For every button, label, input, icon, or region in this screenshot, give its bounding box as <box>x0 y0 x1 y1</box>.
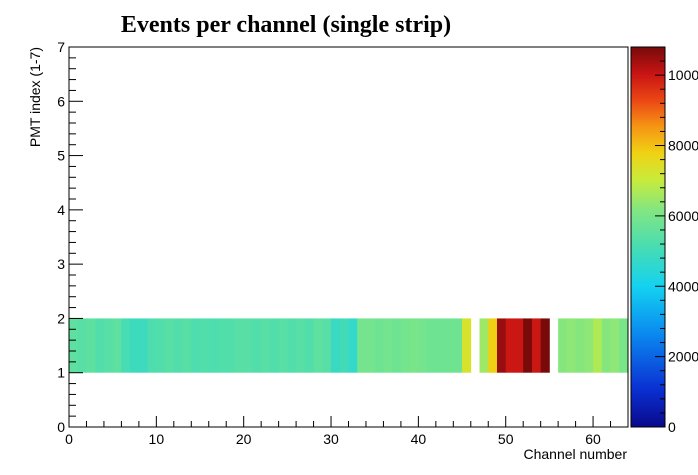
heatmap-cell <box>400 318 411 373</box>
heatmap-cell <box>243 318 253 373</box>
x-tick-label: 20 <box>236 431 252 447</box>
heatmap-cell <box>182 318 192 373</box>
x-tick-label: 60 <box>585 431 601 447</box>
y-tick-label: 3 <box>57 256 65 272</box>
heatmap-cell <box>130 318 140 373</box>
heatmap-cell <box>147 318 157 373</box>
heatmap-cell <box>191 318 201 373</box>
heatmap-cell <box>418 318 428 373</box>
heatmap-cell <box>383 318 393 373</box>
y-tick-label: 4 <box>57 202 65 218</box>
heatmap-cell <box>619 318 629 373</box>
chart-title: Events per channel (single strip) <box>121 12 451 38</box>
heatmap-cell <box>278 318 288 373</box>
colorbar-tick-label: 6000 <box>668 208 698 224</box>
colorbar <box>630 46 666 428</box>
colorbar-tick-label: 0 <box>668 419 676 435</box>
colorbar-tick-label: 10000 <box>668 67 698 83</box>
heatmap-cell <box>156 318 166 373</box>
heatmap-cell <box>86 318 96 373</box>
heatmap-cell <box>322 318 332 373</box>
y-tick-label: 2 <box>57 310 65 326</box>
heatmap-cell <box>269 318 280 373</box>
y-tick-label: 0 <box>57 419 65 435</box>
y-tick-label: 1 <box>57 365 65 381</box>
x-tick-label: 30 <box>323 431 339 447</box>
colorbar-tick-label: 2000 <box>668 349 698 365</box>
y-tick-label: 5 <box>57 148 65 164</box>
heatmap-cell <box>584 318 594 373</box>
colorbar-tick-label: 8000 <box>668 138 698 154</box>
x-tick-label: 0 <box>65 431 73 447</box>
colorbar-tick-label: 4000 <box>668 278 698 294</box>
heatmap-cell <box>252 318 262 373</box>
y-axis: 0 1 2 3 4 5 6 7 <box>57 39 83 435</box>
heatmap-cells <box>69 318 629 373</box>
heatmap-cell <box>374 318 384 373</box>
heatmap-cell <box>453 318 463 373</box>
heatmap-cell <box>558 318 568 373</box>
colorbar-axis: 0 2000 4000 6000 8000 10000 <box>655 46 698 435</box>
heatmap-cell <box>200 318 210 373</box>
heatmap-cell <box>296 318 306 373</box>
heatmap-cell <box>103 318 114 373</box>
heatmap-cell <box>505 318 515 373</box>
y-tick-label: 6 <box>57 93 65 109</box>
heatmap-cell <box>138 318 149 373</box>
x-tick-label: 10 <box>149 431 165 447</box>
x-axis-label: Channel number <box>523 446 627 462</box>
heatmap-cell <box>531 318 542 373</box>
heatmap-cell <box>427 318 437 373</box>
heatmap-cell <box>217 318 227 373</box>
heatmap-cell <box>496 318 507 373</box>
heatmap-cell <box>313 318 323 373</box>
heatmap-cell <box>121 318 131 373</box>
y-tick-label: 7 <box>57 39 65 55</box>
heatmap-cell <box>331 318 341 373</box>
heatmap-cell <box>409 318 419 373</box>
heatmap-cell <box>488 318 498 373</box>
heatmap-cell <box>575 318 585 373</box>
heatmap-cell <box>610 318 620 373</box>
heatmap-cell <box>392 318 402 373</box>
heatmap-cell <box>435 318 445 373</box>
heatmap-cell <box>523 318 533 373</box>
heatmap-cell <box>112 318 122 373</box>
heatmap-cell <box>365 318 376 373</box>
heatmap-cell <box>304 318 314 373</box>
x-axis: 0 10 20 30 40 50 60 <box>65 416 629 447</box>
heatmap-cell <box>601 318 611 373</box>
heatmap-cell <box>234 318 245 373</box>
heatmap-cell <box>540 318 550 373</box>
heatmap-cell <box>173 318 183 373</box>
heatmap-cell <box>348 318 358 373</box>
x-tick-label: 40 <box>411 431 427 447</box>
heatmap-cell <box>339 318 349 373</box>
heatmap-cell <box>462 318 472 373</box>
heatmap-cell <box>261 318 271 373</box>
heatmap-cell <box>77 318 87 373</box>
heatmap-cell <box>357 318 367 373</box>
heatmap-cell <box>593 318 603 373</box>
heatmap-cell <box>287 318 297 373</box>
heatmap-cell <box>514 318 524 373</box>
heatmap-cell <box>566 318 576 373</box>
heatmap-cell <box>208 318 218 373</box>
heatmap-cell <box>479 318 489 373</box>
heatmap-cell <box>444 318 454 373</box>
x-tick-label: 50 <box>498 431 514 447</box>
heatmap-cell <box>165 318 175 373</box>
heatmap-cell <box>69 318 79 373</box>
y-axis-label: PMT index (1-7) <box>27 47 43 147</box>
heatmap-cell <box>226 318 236 373</box>
heatmap-cell <box>95 318 105 373</box>
